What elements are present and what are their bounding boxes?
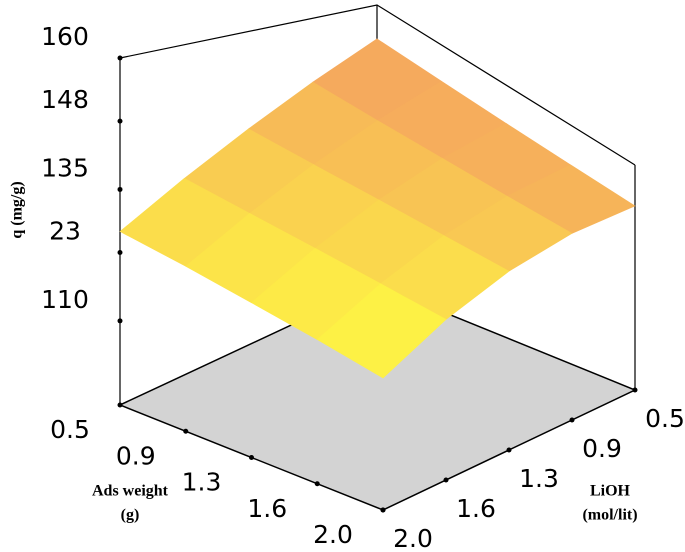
y-tick: [569, 417, 575, 423]
surface-patch: [316, 283, 447, 379]
x-tick: [249, 455, 254, 460]
z-tick: [117, 318, 123, 324]
y-tick-label: 0.5: [645, 404, 685, 433]
y-axis-label: (mol/lit): [582, 507, 637, 524]
y-tick-label: 1.3: [519, 464, 559, 493]
y-tick: [380, 507, 386, 513]
y-tick-label: 1.6: [456, 494, 496, 523]
z-tick: [117, 250, 123, 256]
x-tick: [183, 428, 189, 434]
x-axis-label: (g): [121, 507, 140, 524]
z-tick: [117, 55, 123, 61]
x-tick-label: 2.0: [313, 520, 353, 549]
y-tick: [443, 477, 449, 483]
x-tick-label: 0.9: [116, 441, 156, 470]
z-tick-label: 135: [41, 153, 89, 182]
z-tick-label: 148: [41, 85, 89, 114]
z-tick-label: 110: [41, 285, 89, 314]
x-tick-label: 1.3: [182, 468, 222, 497]
x-tick: [314, 481, 320, 487]
z-tick-label: 160: [41, 22, 89, 51]
y-tick-label: 2.0: [393, 524, 433, 552]
z-tick-label: 23: [49, 217, 81, 246]
z-tick: [117, 118, 123, 124]
z-tick: [117, 186, 123, 192]
y-axis-label: LiOH: [590, 483, 631, 500]
x-axis-label: Ads weight: [92, 483, 169, 500]
x-tick-label: 0.5: [50, 415, 90, 444]
y-tick: [506, 447, 512, 453]
x-tick-label: 1.6: [247, 494, 287, 523]
y-tick-label: 0.9: [582, 434, 622, 463]
z-axis-label: q (mg/g): [9, 181, 26, 238]
x-tick: [117, 402, 123, 408]
y-tick: [632, 387, 638, 393]
